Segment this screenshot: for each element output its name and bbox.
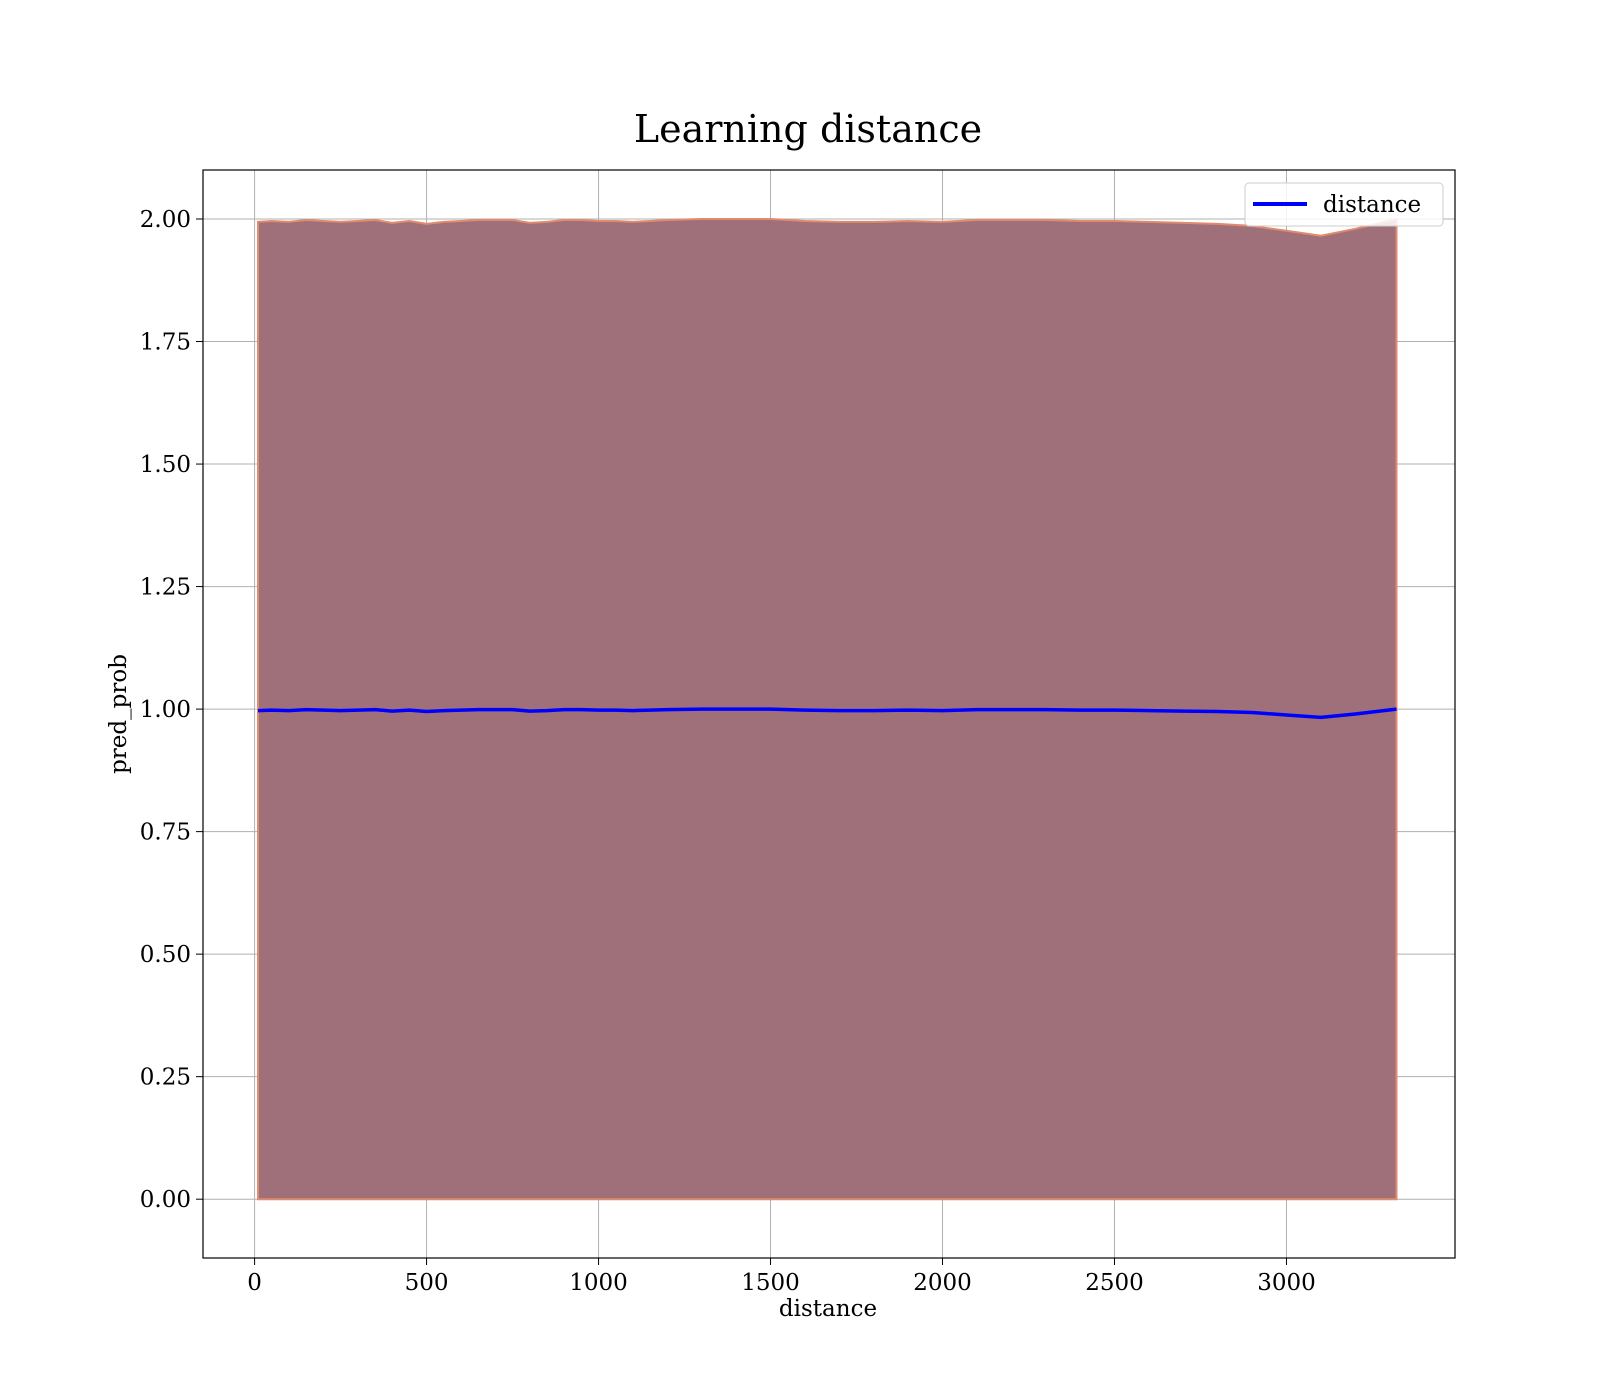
y-tick-label: 1.50 [140,452,191,478]
x-tick-label: 1000 [569,1270,628,1296]
y-tick-label: 0.75 [140,820,191,846]
y-axis-label: pred_prob [106,654,132,774]
x-axis-ticks: 0 500 1000 1500 2000 2500 3000 [247,1258,1316,1296]
legend-label: distance [1323,192,1421,218]
x-axis-label: distance [779,1296,877,1322]
y-tick-label: 2.00 [140,207,191,233]
y-axis-ticks: 0.00 0.25 0.50 0.75 1.00 1.25 1.50 1.75 2.00 [140,207,203,1213]
y-tick-label: 0.00 [140,1187,191,1213]
x-tick-label: 2500 [1085,1270,1144,1296]
x-tick-label: 2000 [913,1270,972,1296]
y-tick-label: 1.25 [140,575,191,601]
plot-frame [202,169,1456,1259]
legend-box [1244,182,1444,227]
y-tick-label: 1.75 [140,330,191,356]
x-tick-label: 0 [247,1270,262,1296]
legend: distance [1244,182,1444,227]
series-lines [257,707,1397,720]
y-tick-label: 1.00 [140,697,191,723]
y-tick-label: 0.50 [140,942,191,968]
series-line-distance [257,707,1397,720]
y-tick-label: 0.25 [140,1065,191,1091]
x-tick-label: 3000 [1257,1270,1316,1296]
x-tick-label: 1500 [741,1270,800,1296]
x-tick-label: 500 [405,1270,449,1296]
chart-title: Learning distance [634,107,982,151]
